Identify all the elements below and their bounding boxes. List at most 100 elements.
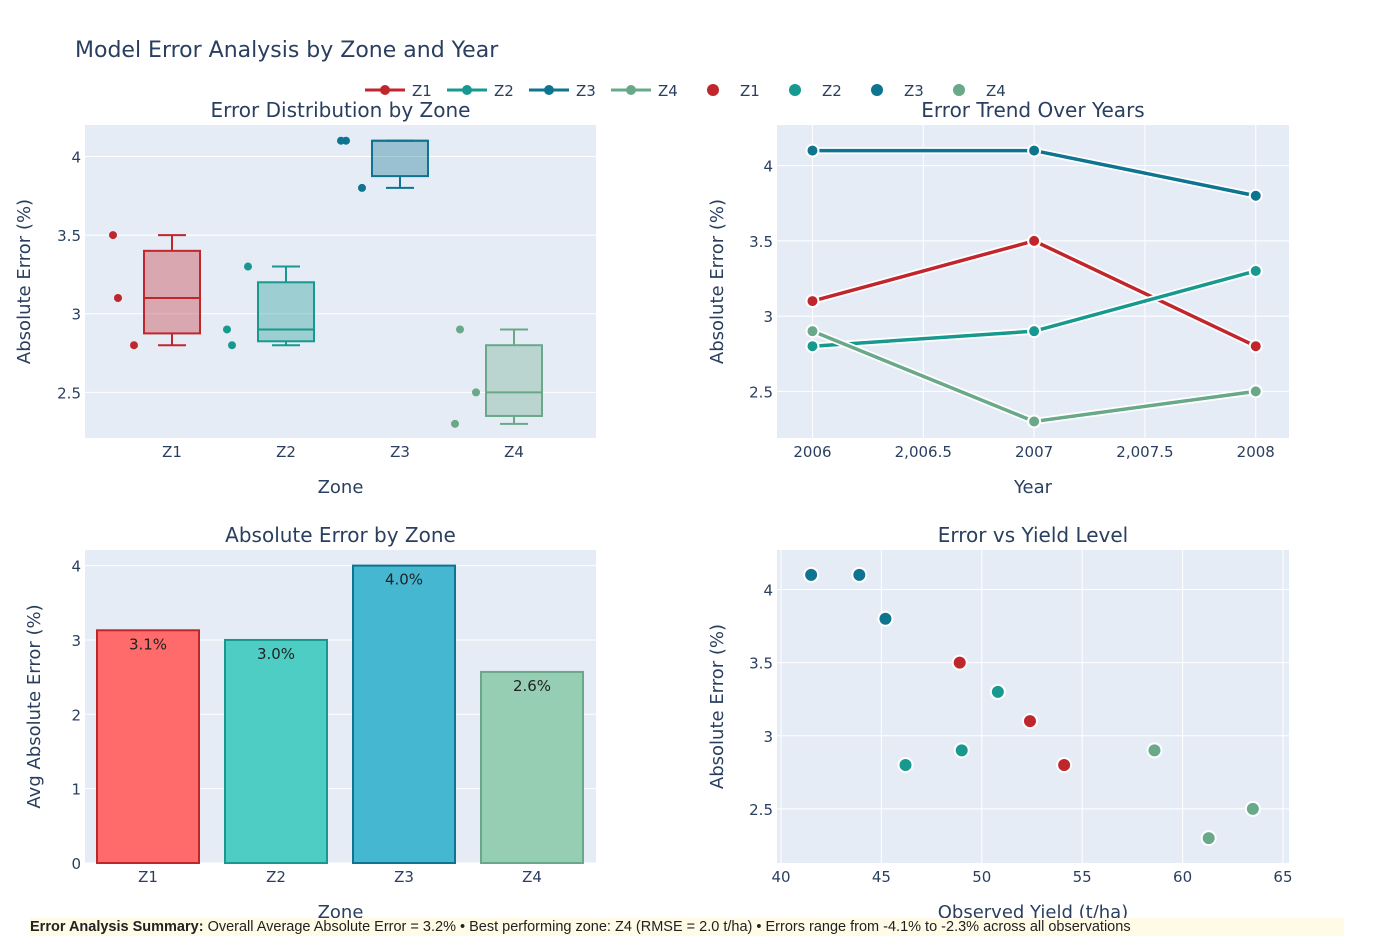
- legend-label: Z1: [740, 82, 760, 100]
- bar-plot: 0 1 2 3 4 Absolute Error by Zone Zone Avg Absol…: [24, 523, 596, 923]
- box-point: [456, 325, 464, 334]
- box-Z4: [485, 344, 543, 417]
- legend-label: Z3: [576, 82, 596, 100]
- x-tick-label: 60: [1173, 868, 1192, 886]
- legend-marker-icon: [953, 84, 965, 96]
- bar-Z3: [352, 564, 456, 865]
- y-tick-label: 3: [763, 728, 773, 746]
- line-point-Z1: [1248, 339, 1263, 354]
- line-point-Z3: [1248, 188, 1263, 203]
- y-tick-label: 2: [71, 706, 81, 724]
- box-Z1: [143, 249, 201, 335]
- scatter-point-Z2: [897, 757, 914, 774]
- bar-label: 3.1%: [129, 635, 167, 653]
- line-point-Z2: [805, 339, 820, 354]
- line-point-Z3: [805, 143, 820, 158]
- bar-Z1: [96, 629, 200, 865]
- x-tick-label: Z3: [394, 868, 414, 886]
- y-tick-label: 4: [71, 148, 81, 166]
- y-axis-title: Absolute Error (%): [14, 199, 35, 364]
- legend-label: Z3: [904, 82, 924, 100]
- summary-label: Error Analysis Summary:: [30, 919, 204, 935]
- y-tick-label: 1: [71, 781, 81, 799]
- box-Z3: [371, 139, 429, 178]
- legend-marker-icon: [380, 85, 390, 95]
- box-Z2: [257, 281, 315, 343]
- y-tick-label: 4: [763, 581, 773, 599]
- legend-label: Z4: [658, 82, 678, 100]
- legend-marker-icon: [544, 85, 554, 95]
- legend-marker-icon: [462, 85, 472, 95]
- scatter-point-Z4: [1146, 742, 1163, 759]
- x-tick-label: Z3: [390, 443, 410, 461]
- box-point: [130, 341, 138, 350]
- legend-label: Z4: [986, 82, 1006, 100]
- scatter-point-Z2: [989, 683, 1006, 700]
- box-point: [358, 183, 366, 192]
- y-tick-label: 3.5: [749, 233, 773, 251]
- line-point-Z2: [1248, 263, 1263, 278]
- box-point: [109, 231, 117, 240]
- x-tick-label: 65: [1273, 868, 1292, 886]
- bar-Z2: [224, 638, 328, 864]
- x-tick-label: 40: [771, 868, 790, 886]
- box-point: [228, 341, 236, 350]
- scatter-point-Z3: [851, 566, 868, 583]
- y-axis-title: Absolute Error (%): [707, 199, 728, 364]
- bar-label: 3.0%: [257, 645, 295, 663]
- box-point: [244, 262, 252, 271]
- y-tick-label: 3: [71, 632, 81, 650]
- x-tick-label: 55: [1073, 868, 1092, 886]
- x-tick-label: 2007: [1015, 443, 1053, 461]
- y-tick-label: 2.5: [749, 383, 773, 401]
- line-point-Z4: [805, 324, 820, 339]
- scatter-point-Z3: [877, 610, 894, 627]
- x-tick-label: 2006: [793, 443, 831, 461]
- bar-label: 4.0%: [385, 571, 423, 589]
- figure-title: Model Error Analysis by Zone and Year: [75, 38, 499, 63]
- subplot-title: Error Trend Over Years: [921, 98, 1144, 122]
- line-point-Z1: [805, 294, 820, 309]
- x-axis-title: Zone: [318, 477, 364, 498]
- line-point-Z4: [1027, 414, 1042, 429]
- y-tick-label: 4: [763, 158, 773, 176]
- scatter-point-Z1: [951, 654, 968, 671]
- scatter-point-Z1: [1021, 713, 1038, 730]
- box-point: [472, 388, 480, 397]
- y-tick-label: 2.5: [749, 801, 773, 819]
- x-tick-label: 2008: [1237, 443, 1275, 461]
- x-tick-label: Z4: [522, 868, 542, 886]
- legend-label: Z1: [412, 82, 432, 100]
- legend-label: Z2: [494, 82, 514, 100]
- y-tick-label: 0: [71, 855, 81, 873]
- x-tick-label: 2,007.5: [1116, 443, 1173, 461]
- x-tick-label: Z1: [138, 868, 158, 886]
- line-plot: 2.5 3 3.5 4 Error Trend Over Years Year Absolu…: [707, 98, 1289, 498]
- legend-marker-icon: [707, 84, 719, 96]
- plot-area: [85, 125, 596, 438]
- summary-annotation: Error Analysis Summary: Overall Average …: [30, 918, 1344, 936]
- x-tick-label: Z2: [266, 868, 286, 886]
- scatter-plot: 2.5 3 3.5 4 Error vs Yield Level Observed Yie…: [707, 523, 1293, 923]
- line-point-Z4: [1248, 384, 1263, 399]
- y-tick-label: 3: [71, 306, 81, 324]
- legend-marker-icon: [626, 85, 636, 95]
- legend-label: Z2: [822, 82, 842, 100]
- scatter-point-Z2: [953, 742, 970, 759]
- x-tick-label: 45: [872, 868, 891, 886]
- summary-text: Overall Average Absolute Error = 3.2% • …: [203, 919, 1131, 935]
- legend[interactable]: Z1 Z2 Z3 Z4 Z1 Z2 Z3 Z4: [365, 82, 1006, 100]
- legend-marker-icon: [789, 84, 801, 96]
- y-axis-title: Avg Absolute Error (%): [24, 604, 45, 808]
- plot-area: [777, 550, 1289, 863]
- y-tick-label: 3.5: [57, 227, 81, 245]
- x-tick-label: 2,006.5: [895, 443, 952, 461]
- x-axis-title: Year: [1013, 477, 1053, 498]
- y-tick-label: 2.5: [57, 384, 81, 402]
- line-point-Z3: [1027, 143, 1042, 158]
- y-tick-label: 3.5: [749, 655, 773, 673]
- subplot-title: Error Distribution by Zone: [211, 98, 471, 122]
- subplot-title: Error vs Yield Level: [938, 523, 1129, 547]
